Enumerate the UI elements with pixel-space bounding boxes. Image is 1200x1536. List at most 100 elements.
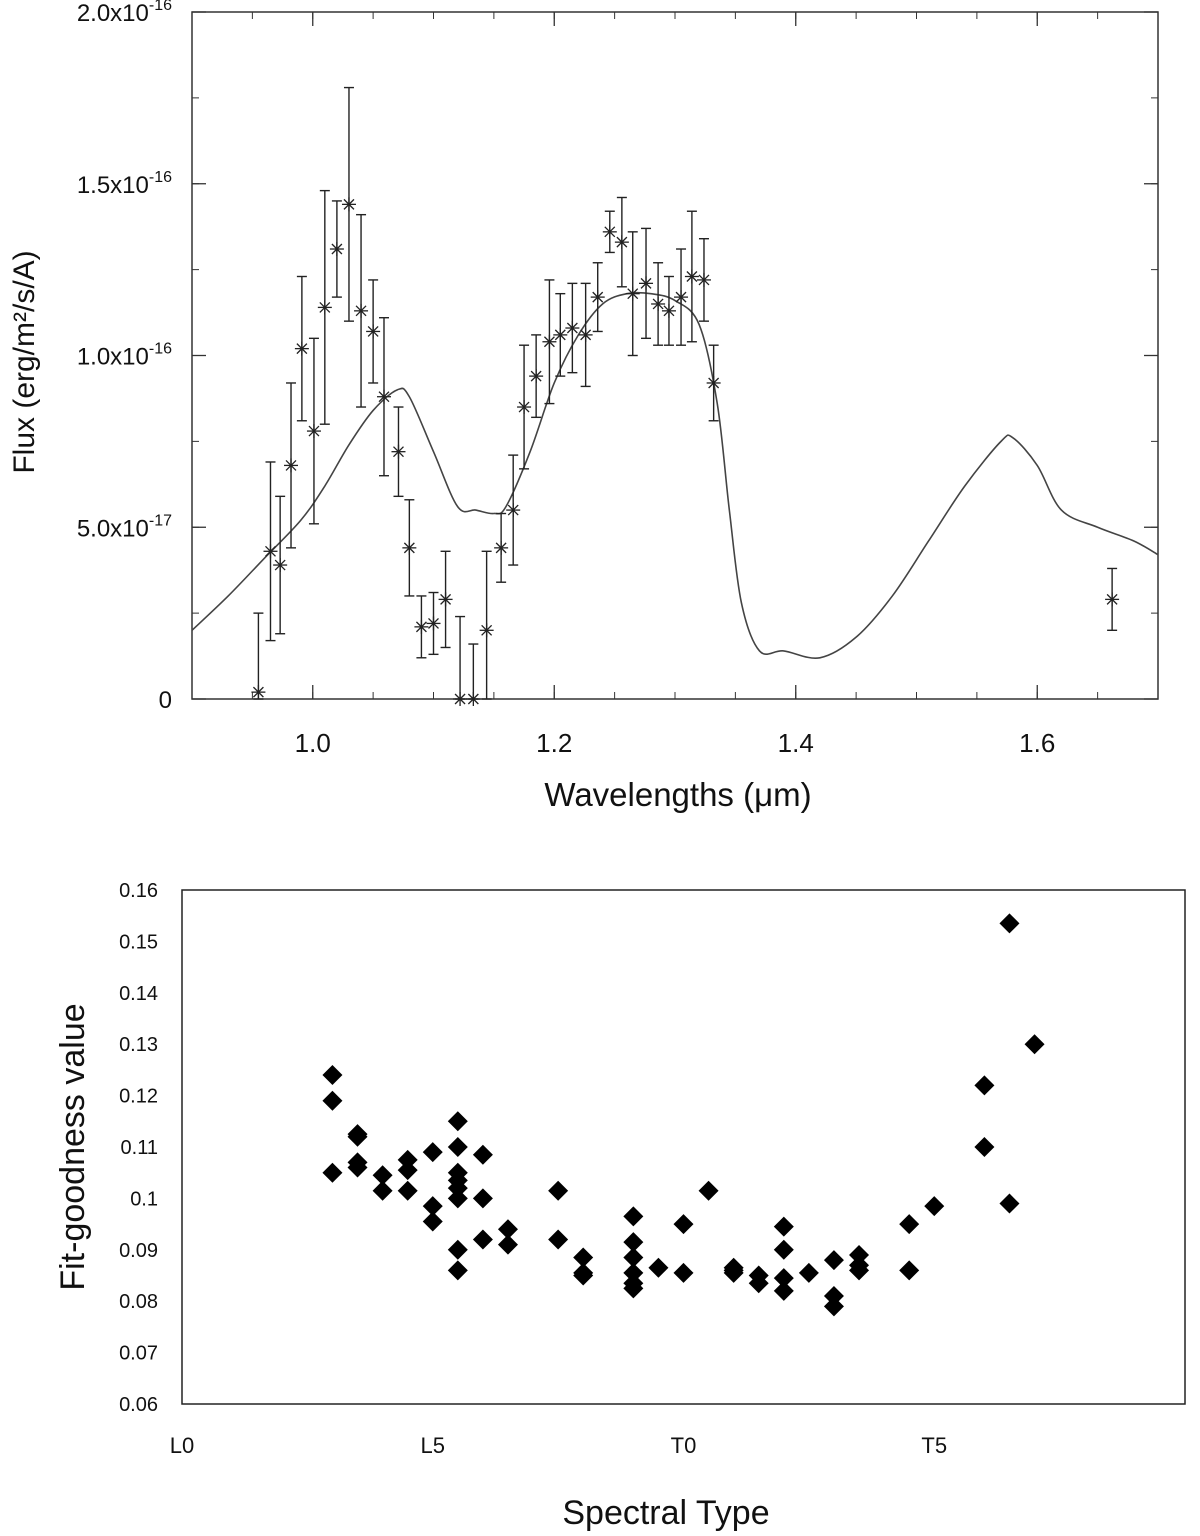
asterisk-marker xyxy=(530,370,542,382)
asterisk-marker xyxy=(319,301,331,313)
diamond-marker xyxy=(573,1247,594,1268)
diamond-marker xyxy=(773,1268,794,1289)
diamond-marker xyxy=(548,1180,569,1201)
asterisk-marker xyxy=(252,686,264,698)
asterisk-marker xyxy=(296,343,308,355)
diamond-marker xyxy=(322,1090,343,1111)
y-tick-label: 0.11 xyxy=(121,1137,158,1159)
data-point xyxy=(661,275,676,346)
asterisk-marker xyxy=(518,401,530,413)
x-tick-label: L5 xyxy=(421,1433,445,1458)
asterisk-marker xyxy=(393,446,404,458)
asterisk-marker xyxy=(274,559,286,571)
data-point xyxy=(684,210,699,343)
diamond-marker xyxy=(372,1165,393,1186)
data-point xyxy=(578,282,593,388)
data-point xyxy=(453,615,468,706)
diamond-marker xyxy=(899,1214,920,1235)
asterisk-marker xyxy=(708,377,720,389)
data-point xyxy=(590,262,605,333)
data-point xyxy=(306,337,321,525)
diamond-marker xyxy=(472,1229,493,1250)
data-point xyxy=(251,612,266,700)
x-axis-ticks: L0 L5 T0 T5 xyxy=(170,1433,947,1458)
diamond-marker xyxy=(924,1196,945,1217)
y-tick-label: 0.16 xyxy=(119,880,158,902)
data-point xyxy=(376,317,391,477)
data-point xyxy=(414,595,429,659)
data-point xyxy=(284,382,299,549)
diamond-marker xyxy=(447,1188,468,1209)
x-tick-label: L0 xyxy=(170,1433,194,1458)
x-tick-label: 1.2 xyxy=(536,728,572,758)
data-point xyxy=(542,279,557,405)
y-tick-label: 0.15 xyxy=(119,931,158,953)
data-point xyxy=(317,189,332,425)
diamond-marker xyxy=(447,1137,468,1157)
diamond-marker xyxy=(773,1239,794,1260)
diamond-marker xyxy=(397,1180,418,1201)
x-tick-label: 1.0 xyxy=(295,728,331,758)
diamond-marker xyxy=(397,1149,418,1170)
diamond-marker xyxy=(623,1262,644,1283)
data-point xyxy=(438,550,453,649)
data-point xyxy=(651,262,666,346)
model-curve-path xyxy=(191,291,1159,659)
data-point xyxy=(674,248,689,346)
diamond-marker xyxy=(573,1265,594,1286)
fit-goodness-points xyxy=(322,913,1045,1317)
diamond-marker xyxy=(823,1250,844,1271)
asterisk-marker xyxy=(415,621,427,633)
diamond-marker xyxy=(372,1180,393,1201)
y-tick-label: 0.1 xyxy=(130,1188,158,1210)
observed-flux-points xyxy=(251,86,1120,706)
data-point xyxy=(366,279,381,384)
y-tick-label: 0 xyxy=(159,687,172,714)
data-point xyxy=(506,454,521,566)
asterisk-marker xyxy=(495,542,507,554)
data-point xyxy=(553,292,568,377)
diamond-marker xyxy=(999,913,1020,934)
asterisk-marker xyxy=(592,291,604,303)
x-axis-label: Spectral Type xyxy=(562,1494,769,1532)
asterisk-marker xyxy=(616,236,628,248)
data-point xyxy=(1105,567,1120,631)
diamond-marker xyxy=(447,1178,468,1199)
plot-frame xyxy=(181,889,1186,1405)
y-tick-label: 0.08 xyxy=(119,1291,158,1313)
diamond-marker xyxy=(322,1065,343,1086)
data-point xyxy=(696,238,711,322)
diamond-marker xyxy=(397,1160,418,1181)
diamond-marker xyxy=(673,1214,694,1235)
diamond-marker xyxy=(497,1234,518,1255)
data-point xyxy=(329,200,344,298)
data-point xyxy=(517,344,532,470)
x-axis-ticks: 1.0 1.2 1.4 1.6 xyxy=(251,12,1099,758)
asterisk-marker xyxy=(1106,593,1118,605)
asterisk-marker xyxy=(403,542,415,554)
asterisk-marker xyxy=(652,298,664,310)
data-point xyxy=(402,499,417,597)
diamond-marker xyxy=(347,1126,368,1147)
asterisk-marker xyxy=(367,325,379,337)
asterisk-marker xyxy=(481,624,493,636)
x-tick-label: T5 xyxy=(921,1433,947,1458)
diamond-marker xyxy=(648,1257,669,1278)
diamond-marker xyxy=(623,1278,644,1299)
diamond-marker xyxy=(322,1162,343,1183)
diamond-marker xyxy=(999,1193,1020,1214)
diamond-marker xyxy=(472,1144,493,1165)
data-point xyxy=(263,461,278,642)
y-tick-label: 5.0x10-17 xyxy=(77,512,172,542)
diamond-marker xyxy=(422,1142,443,1163)
asterisk-marker xyxy=(343,198,355,210)
x-tick-label: T0 xyxy=(671,1433,697,1458)
diamond-marker xyxy=(823,1286,844,1307)
asterisk-marker xyxy=(543,336,555,348)
diamond-marker xyxy=(798,1262,819,1283)
asterisk-marker xyxy=(331,243,343,255)
data-point xyxy=(273,495,288,635)
asterisk-marker xyxy=(454,693,466,705)
asterisk-marker xyxy=(378,391,390,403)
diamond-marker xyxy=(698,1180,719,1201)
